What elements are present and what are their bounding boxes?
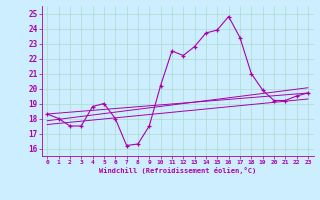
X-axis label: Windchill (Refroidissement éolien,°C): Windchill (Refroidissement éolien,°C) bbox=[99, 167, 256, 174]
